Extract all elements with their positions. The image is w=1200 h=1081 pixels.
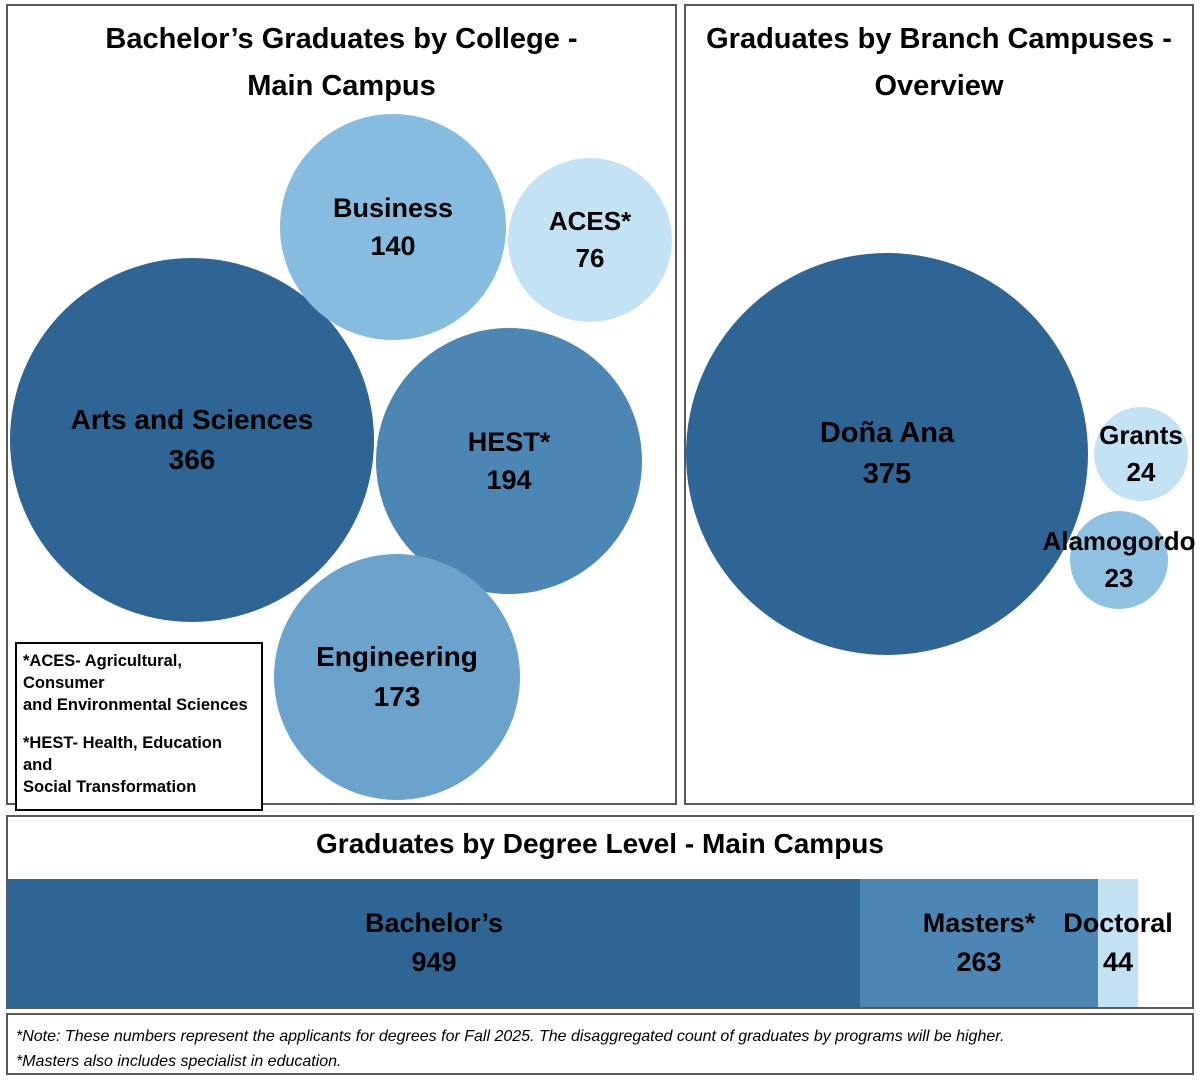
college-title-line2: Main Campus <box>247 70 436 102</box>
bubble-label: Doña Ana <box>819 416 955 449</box>
bubble-value: 194 <box>486 465 532 495</box>
bubble-value: 24 <box>1126 457 1156 487</box>
bubble-label: Business <box>332 192 454 223</box>
bubble-value: 375 <box>862 458 912 490</box>
bubble-value: 23 <box>1104 563 1134 593</box>
bar-segment-doctoral[interactable]: Doctoral 44 <box>1063 879 1173 1007</box>
bubble-label: Engineering <box>316 641 478 673</box>
bar-segment-bachelors[interactable]: Bachelor’s 949 <box>8 879 860 1007</box>
branch-chart-title: Graduates by Branch Campuses - Overview <box>686 6 1192 110</box>
bubble-alamogordo[interactable]: Alamogordo 23 <box>1042 511 1196 609</box>
bubble-engineering[interactable]: Engineering 173 <box>274 554 520 800</box>
segment-label: Doctoral <box>1063 907 1173 938</box>
bubble-grants[interactable]: Grants 24 <box>1094 407 1188 501</box>
college-title-line1: Bachelor’s Graduates by College - <box>105 23 578 55</box>
segment-value: 949 <box>411 947 457 977</box>
note-aces-line1: *ACES- Agricultural, Consumer <box>23 652 182 692</box>
bubble-value: 366 <box>168 444 216 475</box>
bubble-hest[interactable]: HEST* 194 <box>376 328 642 594</box>
panel-college-bubbles: Bachelor’s Graduates by College - Main C… <box>6 4 677 811</box>
bubble-label: ACES* <box>548 206 632 237</box>
note-aces-line2: and Environmental Sciences <box>23 695 248 714</box>
bubble-label: Grants <box>1099 420 1183 451</box>
segment-value: 44 <box>1102 947 1134 977</box>
note-hest-line1: *HEST- Health, Education and <box>23 734 222 775</box>
footnote-line2: *Masters also includes specialist in edu… <box>16 1053 342 1070</box>
college-chart-title: Bachelor’s Graduates by College - Main C… <box>8 6 675 110</box>
bubble-arts-and-sciences[interactable]: Arts and Sciences 366 <box>10 258 374 622</box>
bar-segment-masters[interactable]: Masters* 263 <box>860 879 1098 1007</box>
panel-branch-bubbles: Graduates by Branch Campuses - Overview … <box>684 4 1196 805</box>
bubble-aces[interactable]: ACES* 76 <box>508 158 672 322</box>
note-hest-line2: Social Transformation <box>23 777 197 796</box>
footnote-block: *Note: These numbers represent the appli… <box>8 1015 1192 1081</box>
bubble-dona-ana[interactable]: Doña Ana 375 <box>686 253 1088 655</box>
segment-label: Masters* <box>922 907 1036 938</box>
bubble-business[interactable]: Business 140 <box>280 114 506 340</box>
bubble-label: HEST* <box>467 426 551 457</box>
bubble-label: Arts and Sciences <box>70 404 314 436</box>
acronym-note-box: *ACES- Agricultural, Consumer and Enviro… <box>15 642 263 811</box>
branch-title-line2: Overview <box>874 70 1004 102</box>
bubble-value: 76 <box>575 243 605 273</box>
panel-footnotes: *Note: These numbers represent the appli… <box>6 1013 1194 1075</box>
note-spacer <box>23 716 255 733</box>
segment-value: 263 <box>956 947 1002 977</box>
bubble-value: 140 <box>370 231 416 261</box>
branch-title-line1: Graduates by Branch Campuses - <box>706 23 1172 55</box>
panel-degree-bar: Graduates by Degree Level - Main Campus … <box>6 815 1194 1009</box>
bubble-label: Alamogordo <box>1042 526 1196 557</box>
degree-chart-title: Graduates by Degree Level - Main Campus <box>316 828 884 859</box>
segment-label: Bachelor’s <box>364 907 504 938</box>
bubble-value: 173 <box>373 681 421 712</box>
footnote-line1: *Note: These numbers represent the appli… <box>16 1028 1005 1045</box>
